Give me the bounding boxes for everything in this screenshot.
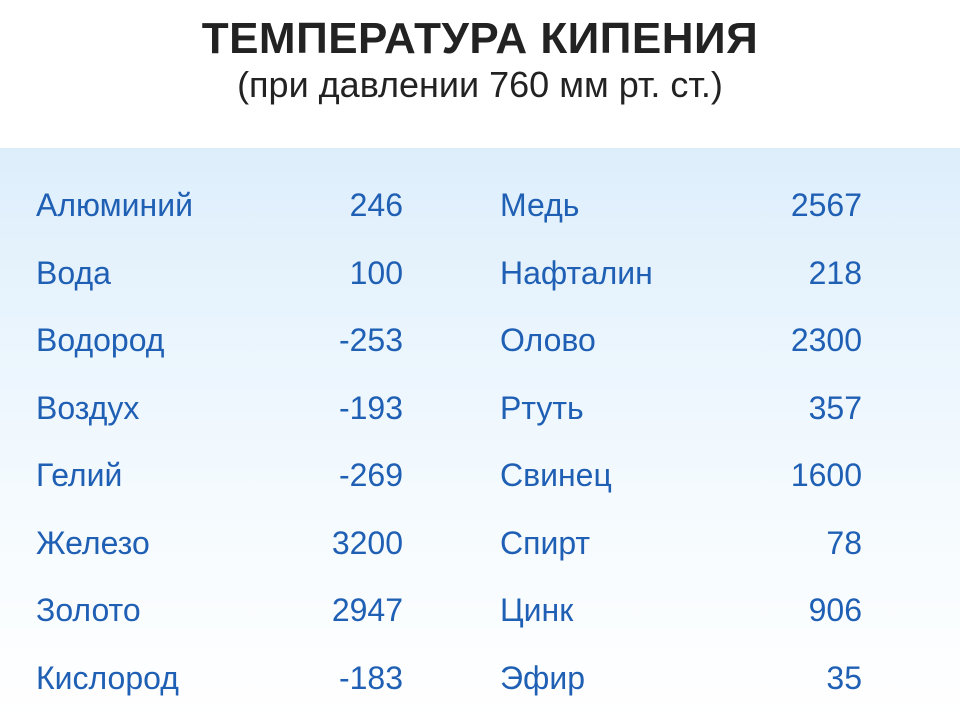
table-row: Гелий -269 (18, 442, 480, 510)
table-columns: Алюминий 246 Вода 100 Водород -253 Возду… (0, 148, 960, 720)
table-row: Свинец 1600 (480, 442, 942, 510)
table-column-right: Медь 2567 Нафталин 218 Олово 2300 Ртуть … (480, 172, 942, 712)
substance-value: 906 (808, 592, 862, 629)
substance-value: -193 (338, 389, 403, 426)
substance-value: 246 (349, 187, 403, 224)
title-subtitle: (при давлении 760 мм рт. ст.) (237, 63, 723, 105)
substance-name: Спирт (500, 524, 591, 561)
substance-value: 1600 (790, 457, 862, 494)
substance-name: Золото (36, 592, 141, 629)
table-row: Эфир 35 (480, 645, 942, 713)
substance-value: 2567 (790, 187, 862, 224)
page-title: ТЕМПЕРАТУРА КИПЕНИЯ (при давлении 760 мм… (0, 0, 960, 104)
substance-name: Кислород (36, 659, 179, 696)
substance-name: Алюминий (36, 187, 193, 224)
table-row: Кислород -183 (18, 645, 480, 713)
substance-name: Олово (500, 322, 596, 359)
substance-value: 218 (808, 254, 862, 291)
substance-name: Водород (36, 322, 165, 359)
substance-name: Гелий (36, 457, 123, 494)
substance-name: Железо (36, 524, 150, 561)
table-row: Медь 2567 (480, 172, 942, 240)
table-row: Олово 2300 (480, 307, 942, 375)
substance-name: Медь (500, 187, 580, 224)
table-row: Алюминий 246 (18, 172, 480, 240)
table-row: Спирт 78 (480, 510, 942, 578)
substance-value: -183 (338, 659, 403, 696)
boiling-point-table: Алюминий 246 Вода 100 Водород -253 Возду… (0, 148, 960, 720)
title-main: ТЕМПЕРАТУРА КИПЕНИЯ (201, 14, 759, 63)
substance-name: Нафталин (500, 254, 653, 291)
substance-value: 35 (826, 659, 862, 696)
table-row: Воздух -193 (18, 375, 480, 443)
table-row: Золото 2947 (18, 577, 480, 645)
table-row: Вода 100 (18, 240, 480, 308)
substance-value: 2947 (331, 592, 403, 629)
substance-value: 100 (349, 254, 403, 291)
substance-name: Воздух (36, 389, 140, 426)
substance-name: Цинк (500, 592, 574, 629)
substance-name: Эфир (500, 659, 585, 696)
substance-name: Вода (36, 254, 111, 291)
substance-value: 3200 (331, 524, 403, 561)
substance-value: -253 (338, 322, 403, 359)
substance-value: 2300 (790, 322, 862, 359)
table-row: Ртуть 357 (480, 375, 942, 443)
substance-name: Свинец (500, 457, 612, 494)
substance-value: 357 (808, 389, 862, 426)
table-column-left: Алюминий 246 Вода 100 Водород -253 Возду… (18, 172, 480, 712)
table-row: Железо 3200 (18, 510, 480, 578)
table-row: Цинк 906 (480, 577, 942, 645)
table-row: Водород -253 (18, 307, 480, 375)
substance-name: Ртуть (500, 389, 584, 426)
table-row: Нафталин 218 (480, 240, 942, 308)
substance-value: 78 (826, 524, 862, 561)
substance-value: -269 (338, 457, 403, 494)
